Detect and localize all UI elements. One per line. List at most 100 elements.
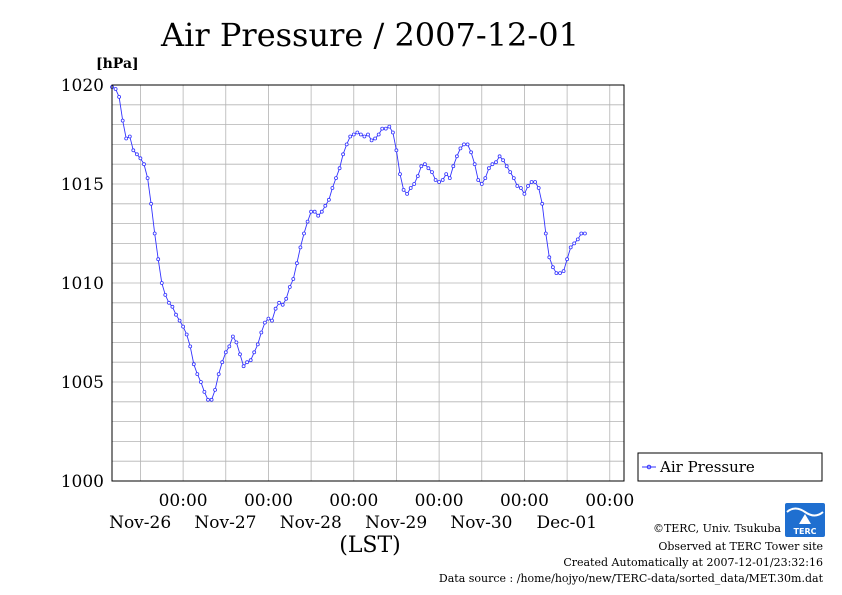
data-point (326, 197, 331, 202)
data-point (568, 245, 573, 250)
data-point (117, 95, 121, 99)
data-point (316, 213, 321, 218)
data-point (465, 142, 470, 147)
data-point (529, 180, 534, 184)
data-point (401, 187, 406, 192)
data-point (380, 126, 385, 131)
data-point (266, 316, 271, 321)
data-point (373, 136, 378, 141)
data-point (362, 134, 367, 139)
data-point (579, 231, 584, 236)
data-point (149, 201, 154, 206)
x-tick-time: 00:00 (500, 491, 549, 511)
data-point (177, 318, 182, 323)
data-point (536, 186, 541, 190)
data-point (497, 154, 502, 159)
data-point (198, 380, 203, 384)
data-point (252, 350, 257, 355)
data-point (184, 332, 189, 337)
data-point (134, 152, 139, 157)
data-point (195, 372, 200, 377)
terc-logo-icon: TERC (785, 503, 825, 537)
data-point (280, 302, 285, 307)
data-point (405, 191, 410, 196)
data-point (522, 191, 527, 196)
data-point (170, 304, 175, 309)
plot-frame (111, 84, 625, 482)
data-point (551, 265, 555, 270)
data-point (515, 184, 520, 188)
data-point (494, 160, 498, 165)
legend-marker (646, 464, 652, 470)
data-point (561, 269, 566, 274)
x-axis-label: (LST) (339, 533, 401, 558)
data-point (238, 352, 242, 357)
data-point (547, 255, 552, 260)
data-point (501, 158, 506, 163)
data-point (508, 170, 513, 175)
data-point (124, 136, 129, 141)
data-point (209, 397, 214, 402)
data-point (216, 372, 221, 377)
data-point (277, 300, 282, 305)
data-point (462, 142, 466, 147)
data-point (483, 176, 488, 181)
x-tick-time: 00:00 (159, 491, 208, 511)
y-tick-label: 1005 (61, 373, 104, 393)
data-point (294, 261, 299, 266)
data-point (383, 126, 388, 131)
data-point (202, 389, 207, 394)
chart-title: Air Pressure / 2007-12-01 (160, 16, 579, 54)
y-tick-label: 1015 (61, 175, 104, 195)
data-point (419, 164, 424, 169)
data-point (504, 164, 509, 169)
data-point (565, 257, 569, 262)
data-point (440, 178, 445, 182)
data-point (259, 330, 264, 335)
data-point (241, 364, 246, 369)
data-point (540, 201, 545, 206)
data-point (127, 134, 132, 139)
data-point (469, 150, 474, 155)
x-tick-time: 00:00 (329, 491, 378, 511)
data-point (273, 306, 278, 311)
x-tick-date: Dec-01 (536, 513, 597, 533)
data-point (159, 281, 164, 285)
data-point (166, 300, 171, 305)
data-point (234, 340, 239, 345)
data-point (188, 344, 193, 349)
data-point (533, 180, 537, 184)
data-point (312, 209, 317, 214)
data-point (415, 174, 420, 179)
data-point (394, 148, 399, 153)
x-tick-date: Nov-30 (450, 513, 512, 533)
data-point (430, 170, 434, 175)
data-point (302, 231, 306, 236)
data-point (575, 237, 580, 242)
y-tick-label: 1020 (61, 76, 104, 96)
data-point (519, 186, 523, 190)
data-point (245, 360, 250, 365)
data-point (408, 186, 413, 190)
created-text: Created Automatically at 2007-12-01/23:3… (563, 556, 823, 569)
data-point (163, 292, 168, 297)
data-point (366, 132, 370, 137)
data-point (387, 124, 392, 129)
data-point (472, 162, 477, 167)
data-point (422, 162, 427, 167)
data-point (451, 164, 456, 169)
x-tick-date: Nov-29 (365, 513, 427, 533)
data-point (142, 162, 146, 167)
data-point (319, 209, 324, 214)
data-point (376, 132, 381, 137)
data-point (298, 245, 303, 250)
data-point (358, 132, 363, 137)
data-point (334, 176, 338, 181)
data-point (131, 148, 136, 153)
data-point (479, 182, 484, 186)
data-point (120, 118, 125, 123)
y-tick-label: 1000 (61, 472, 104, 492)
x-tick-date: Nov-27 (194, 513, 256, 533)
data-point (583, 231, 587, 236)
x-tick-time: 00:00 (415, 491, 464, 511)
